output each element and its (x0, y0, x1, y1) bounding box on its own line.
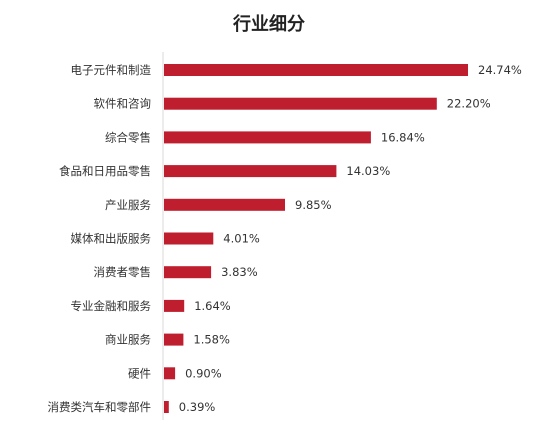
value-label: 16.84% (381, 130, 425, 144)
value-label: 0.39% (179, 400, 216, 414)
value-label: 1.58% (193, 333, 230, 347)
category-label: 综合零售 (105, 130, 151, 144)
value-label: 4.01% (223, 232, 260, 246)
bar (164, 198, 285, 211)
category-label: 硬件 (128, 366, 151, 380)
chart-title: 行业细分 (232, 13, 305, 35)
category-label: 电子元件和制造 (71, 63, 152, 77)
bar (164, 333, 184, 346)
bar (164, 299, 185, 312)
bars-group: 电子元件和制造 24.74% 软件和咨询 22.20% 综合零售 16.84% 食品和日用品… (48, 63, 522, 414)
category-label: 专业金融和服务 (71, 299, 152, 313)
bar (164, 401, 169, 413)
value-label: 9.85% (295, 198, 332, 212)
category-label: 媒体和出版服务 (71, 232, 152, 246)
category-label: 消费者零售 (94, 265, 152, 279)
category-label: 消费类汽车和零部件 (48, 400, 152, 414)
bar (164, 367, 176, 380)
category-label: 产业服务 (105, 198, 151, 212)
bar (164, 64, 468, 76)
bar (164, 266, 212, 279)
bar (164, 165, 337, 178)
value-label: 24.74% (478, 63, 522, 77)
category-label: 软件和咨询 (94, 97, 152, 111)
value-label: 1.64% (194, 299, 231, 313)
bar (164, 97, 437, 110)
category-label: 食品和日用品零售 (59, 164, 151, 178)
value-label: 14.03% (346, 164, 390, 178)
bar (164, 131, 371, 144)
category-label: 商业服务 (105, 333, 151, 347)
value-label: 0.90% (185, 366, 222, 380)
value-label: 22.20% (447, 97, 491, 111)
value-label: 3.83% (221, 265, 258, 279)
bar (164, 232, 214, 245)
